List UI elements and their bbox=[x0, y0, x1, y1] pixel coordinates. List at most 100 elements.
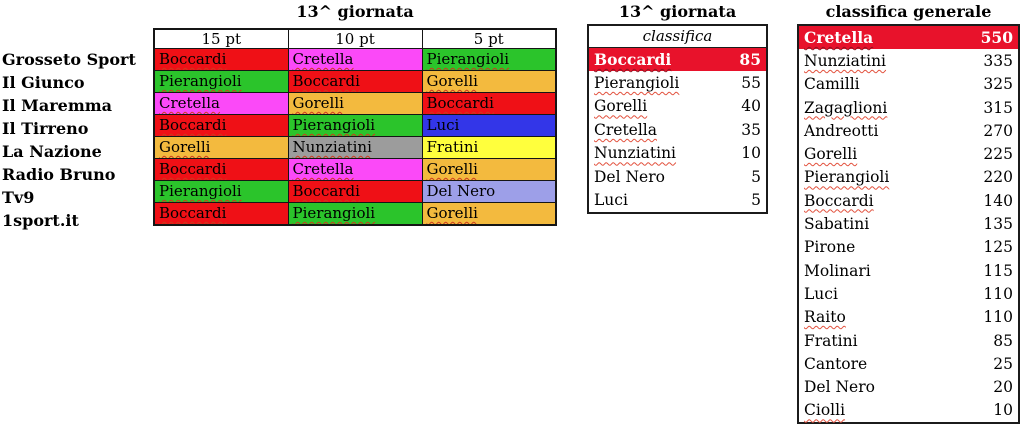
player-name: Boccardi bbox=[804, 191, 874, 210]
player-name: Boccardi bbox=[159, 116, 227, 134]
player-name: Pierangioli bbox=[292, 204, 376, 222]
ranking-row: Fratini 85 bbox=[799, 329, 1018, 352]
matrix-row: Boccardi Cretella Pierangioli bbox=[153, 48, 557, 71]
points-value: 10 bbox=[741, 144, 761, 163]
outlet-label: Grosseto Sport bbox=[2, 50, 136, 69]
points-header-row: 15 pt 10 pt 5 pt bbox=[153, 28, 557, 49]
player-name: Camilli bbox=[804, 75, 860, 94]
player-name: Cretella bbox=[804, 28, 874, 48]
ranking-row: Del Nero 20 bbox=[799, 375, 1018, 398]
player-name: Fratini bbox=[804, 331, 858, 350]
player-name: Boccardi bbox=[159, 50, 227, 68]
matrix-cell: Pierangioli bbox=[153, 180, 289, 203]
matrix-cell: Pierangioli bbox=[287, 114, 423, 137]
points-value: 325 bbox=[983, 75, 1013, 94]
points-value: 140 bbox=[983, 191, 1013, 210]
outlet-label: La Nazione bbox=[2, 142, 102, 161]
matrix-cell: Gorelli bbox=[287, 92, 423, 115]
ranking-row: Pierangioli 220 bbox=[799, 166, 1018, 189]
matrix-cell: Cretella bbox=[287, 48, 423, 71]
player-name: Cretella bbox=[292, 50, 354, 68]
player-name: Nunziatini bbox=[292, 138, 372, 156]
outlet-label: Tv9 bbox=[2, 188, 35, 207]
points-value: 40 bbox=[741, 97, 761, 116]
player-name: Gorelli bbox=[594, 97, 648, 116]
player-name: Nunziatini bbox=[594, 144, 677, 163]
player-name: Gorelli bbox=[426, 72, 478, 90]
player-name: Pirone bbox=[804, 238, 856, 257]
matrix-row: Boccardi Pierangioli Gorelli bbox=[153, 202, 557, 226]
player-name: Gorelli bbox=[426, 204, 478, 222]
player-name: Pierangioli bbox=[159, 72, 242, 90]
player-name: Raito bbox=[804, 308, 846, 327]
matrix-cell: Boccardi bbox=[153, 202, 289, 226]
player-name: Cretella bbox=[159, 94, 220, 112]
ranking-row: Sabatini 135 bbox=[799, 212, 1018, 235]
player-name: Boccardi bbox=[594, 50, 672, 70]
player-name: Ciolli bbox=[804, 401, 846, 420]
ranking-row: Cretella 550 bbox=[799, 26, 1018, 50]
player-name: Luci bbox=[594, 191, 628, 210]
player-name: Nunziatini bbox=[804, 51, 887, 70]
player-name: Pierangioli bbox=[292, 116, 376, 134]
matrix-cell: Pierangioli bbox=[421, 48, 557, 71]
matchday-ranking-title: 13^ giornata bbox=[618, 2, 737, 21]
ranking-row: Ciolli 10 bbox=[799, 399, 1018, 422]
player-name: Cantore bbox=[804, 354, 868, 373]
player-name: Pierangioli bbox=[594, 74, 680, 93]
points-value: 125 bbox=[983, 238, 1013, 257]
matrix-cell: Pierangioli bbox=[287, 202, 423, 226]
matrix-cell: Boccardi bbox=[287, 70, 423, 93]
player-name: Andreotti bbox=[804, 121, 879, 140]
ranking-row: Luci 5 bbox=[589, 188, 766, 211]
points-value: 270 bbox=[983, 121, 1013, 140]
ranking-row: Nunziatini 10 bbox=[589, 142, 766, 165]
ranking-subheader: classifica bbox=[589, 26, 766, 48]
player-name: Cretella bbox=[292, 160, 354, 178]
player-name: Pierangioli bbox=[426, 50, 510, 68]
matrix-row: Boccardi Pierangioli Luci bbox=[153, 114, 557, 137]
player-name: Cretella bbox=[594, 120, 657, 139]
matrix-cell: Cretella bbox=[153, 92, 289, 115]
matrix-cell: Boccardi bbox=[421, 92, 557, 115]
player-name: Pierangioli bbox=[159, 182, 242, 200]
outlet-label: Il Maremma bbox=[2, 96, 113, 115]
points-value: 110 bbox=[983, 308, 1013, 327]
points-value: 135 bbox=[983, 215, 1013, 234]
matrix-cell: Gorelli bbox=[421, 202, 557, 226]
points-value: 110 bbox=[983, 284, 1013, 303]
player-name: Boccardi bbox=[159, 160, 227, 178]
points-value: 550 bbox=[980, 28, 1013, 48]
points-value: 55 bbox=[741, 74, 761, 93]
matrix-cell: Boccardi bbox=[287, 180, 423, 203]
ranking-row: Luci 110 bbox=[799, 282, 1018, 305]
matrix-cell: Fratini bbox=[421, 136, 557, 159]
matrix-cell: Gorelli bbox=[421, 158, 557, 181]
ranking-row: Cantore 25 bbox=[799, 352, 1018, 375]
general-ranking-table: Cretella 550 Nunziatini 335 Camilli 325 Zagagl… bbox=[797, 24, 1020, 425]
player-name: Sabatini bbox=[804, 215, 870, 234]
matrix-row: Gorelli Nunziatini Fratini bbox=[153, 136, 557, 159]
player-name: Gorelli bbox=[292, 94, 344, 112]
points-value: 225 bbox=[983, 145, 1013, 164]
points-value: 35 bbox=[741, 120, 761, 139]
points-value: 5 bbox=[751, 191, 761, 210]
points-value: 10 bbox=[993, 401, 1013, 420]
player-name: Boccardi bbox=[292, 182, 360, 200]
matrix-cell: Cretella bbox=[287, 158, 423, 181]
points-col-header: 5 pt bbox=[421, 28, 557, 49]
matrix-row: Pierangioli Boccardi Del Nero bbox=[153, 180, 557, 203]
points-value: 20 bbox=[993, 378, 1013, 397]
matrix-cell: Del Nero bbox=[421, 180, 557, 203]
matrix-cell: Gorelli bbox=[153, 136, 289, 159]
player-name: Molinari bbox=[804, 261, 871, 280]
matchday-grid-title: 13^ giornata bbox=[296, 2, 414, 21]
matrix-cell: Boccardi bbox=[153, 158, 289, 181]
player-name: Gorelli bbox=[426, 160, 478, 178]
ranking-row: Nunziatini 335 bbox=[799, 49, 1018, 72]
player-name: Boccardi bbox=[426, 94, 494, 112]
player-name: Del Nero bbox=[804, 378, 875, 397]
player-name: Boccardi bbox=[292, 72, 360, 90]
player-name: Luci bbox=[426, 116, 460, 134]
ranking-row: Pirone 125 bbox=[799, 236, 1018, 259]
